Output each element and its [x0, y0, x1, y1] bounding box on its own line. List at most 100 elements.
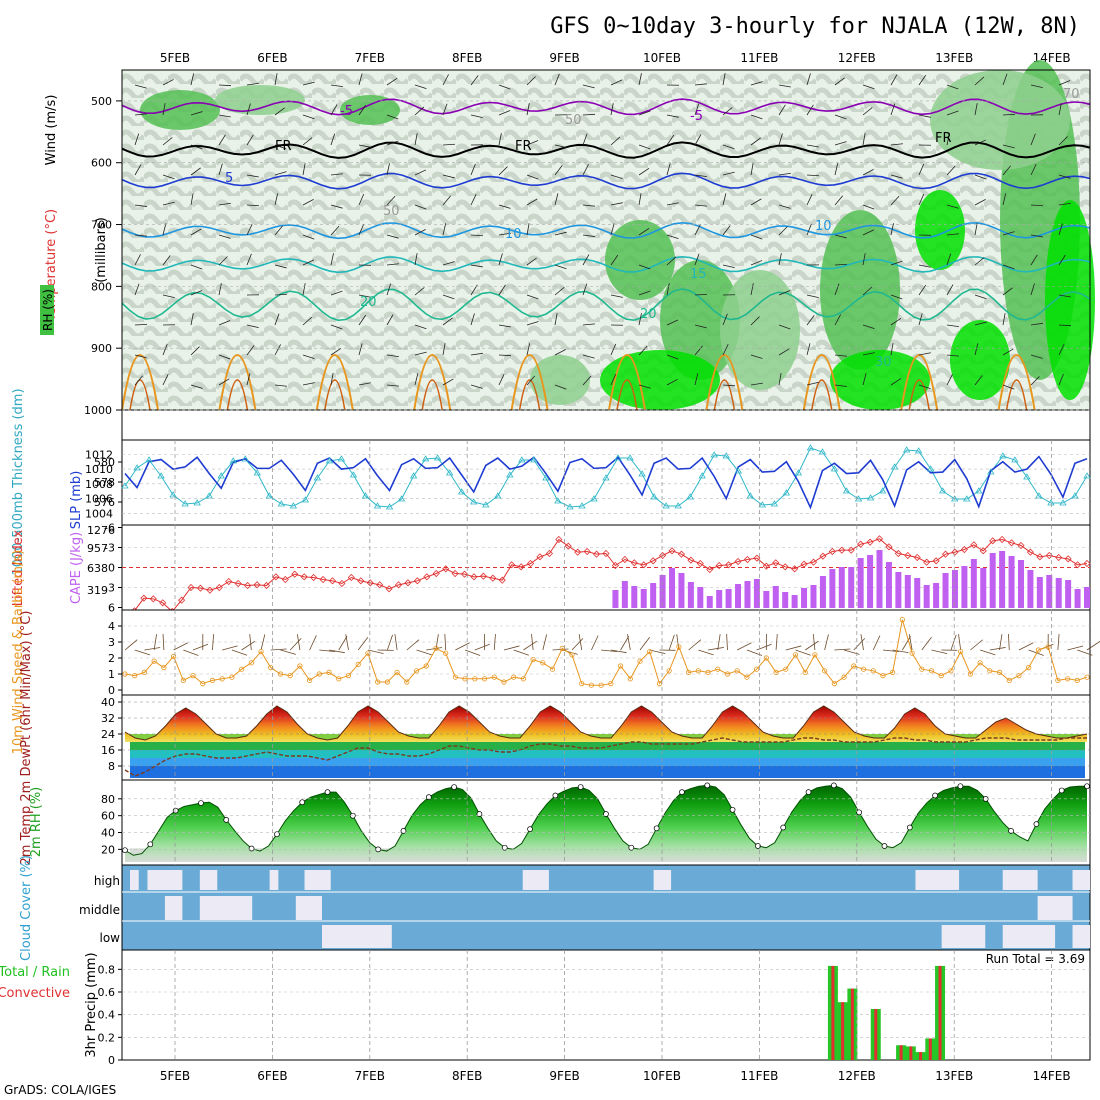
- cape-bar: [848, 567, 855, 608]
- warm-contour: [226, 379, 249, 411]
- wind-barb: [806, 73, 811, 86]
- wind-point: [170, 653, 177, 660]
- cross-section-gap: [121, 409, 1091, 441]
- thickness-point: [866, 494, 875, 501]
- li-point: [545, 549, 553, 558]
- wind-barb: [806, 193, 813, 206]
- wind-barbs: [134, 73, 1072, 390]
- wind-barb: [498, 204, 511, 209]
- cape-bar: [989, 553, 996, 608]
- wind-point: [200, 680, 206, 687]
- thickness-point: [241, 455, 249, 462]
- run-total-label: Run Total = 3.69: [986, 952, 1085, 966]
- wind-barb: [638, 290, 651, 296]
- rh-point: [906, 824, 913, 831]
- contour-label: -5: [690, 109, 703, 124]
- cape-bar: [980, 568, 987, 608]
- wind-barb: [330, 133, 336, 146]
- wind-barb: [834, 141, 847, 146]
- wind-barb: [834, 114, 847, 120]
- wind-barb: [890, 378, 902, 386]
- cloud-high-patch: [269, 870, 279, 890]
- wind-barb: [750, 137, 761, 146]
- precip-convective-bar: [919, 1052, 923, 1060]
- wind-barb: [862, 286, 873, 296]
- wind-barb: [666, 354, 679, 360]
- wind-barb: [638, 110, 651, 116]
- li-point: [1036, 553, 1044, 561]
- wind-barb: [414, 373, 419, 386]
- thickness-point: [325, 457, 334, 464]
- surface-barb: [503, 645, 520, 651]
- cape-bar: [942, 573, 949, 608]
- contour-label: -5: [340, 104, 353, 119]
- contour-label: FR: [515, 139, 532, 154]
- surface-barb: [435, 634, 439, 651]
- cape-bar: [1027, 570, 1034, 608]
- pressure-tick-label: 600: [91, 157, 112, 170]
- wind-barb: [778, 373, 782, 386]
- wind-barb: [722, 171, 735, 176]
- wind-barb: [246, 134, 254, 146]
- cape-bar: [857, 558, 864, 608]
- warm-contour: [510, 354, 549, 411]
- contour-label: 50: [565, 113, 582, 128]
- surface-barb: [562, 649, 578, 655]
- li-point: [1017, 541, 1025, 550]
- thickness-point: [337, 455, 346, 462]
- li-point: [225, 577, 233, 586]
- wind-barb: [582, 254, 590, 266]
- wind-barb: [946, 204, 959, 209]
- li-point: [960, 545, 968, 554]
- wind-barb: [750, 163, 754, 176]
- li-point: [451, 569, 459, 578]
- surface-barb: [192, 643, 209, 651]
- wind-barb: [1002, 165, 1011, 176]
- tick-label: 3: [108, 582, 115, 595]
- wind-barb: [834, 234, 847, 239]
- li-point: [687, 556, 695, 564]
- pressure-tick-label: 900: [91, 342, 112, 355]
- wind-barb: [638, 144, 651, 150]
- rh-point: [223, 817, 230, 823]
- wind-side-label: Wind (m/s): [44, 95, 59, 166]
- wind-barb: [918, 193, 925, 206]
- wind-barb: [134, 254, 141, 266]
- wind-barb: [386, 195, 396, 206]
- wind-point: [569, 652, 575, 658]
- wind-point: [268, 664, 274, 671]
- thickness-point: [566, 503, 574, 510]
- wind-barb: [694, 293, 708, 296]
- wind-barb: [190, 167, 201, 176]
- thickness-frame: [121, 439, 1091, 526]
- wind-barb: [246, 324, 259, 328]
- slp-label: SLP (mb): [69, 471, 84, 530]
- wind-barb: [1002, 313, 1006, 326]
- wind-barb: [498, 284, 506, 296]
- cloud-level-label: middle: [79, 903, 120, 917]
- surface-barb: [474, 643, 490, 651]
- wind-barb: [358, 73, 363, 86]
- thickness-point: [205, 492, 213, 499]
- thickness-point: [313, 474, 322, 481]
- pressure-tick-label: 700: [91, 219, 112, 232]
- thickness-point: [506, 471, 514, 478]
- thickness-point: [482, 501, 490, 508]
- wind-point: [326, 669, 332, 676]
- surface-barb: [124, 639, 138, 651]
- wind-barb: [302, 382, 315, 386]
- wind-barb: [834, 77, 845, 86]
- wind-point: [666, 668, 672, 674]
- tick-label: 0: [108, 1054, 115, 1067]
- cape-bar: [744, 581, 751, 608]
- cape-bar: [706, 596, 713, 608]
- wind-barb: [162, 79, 174, 86]
- top-date-label: 5FEB: [160, 51, 190, 65]
- wind-barb: [722, 344, 729, 356]
- wind-barb: [246, 345, 255, 356]
- wind-point: [977, 660, 983, 666]
- wind-barb: [1058, 80, 1071, 86]
- top-date-label: 10FEB: [643, 51, 681, 65]
- li-point: [281, 575, 289, 584]
- slp-line: [124, 455, 1088, 510]
